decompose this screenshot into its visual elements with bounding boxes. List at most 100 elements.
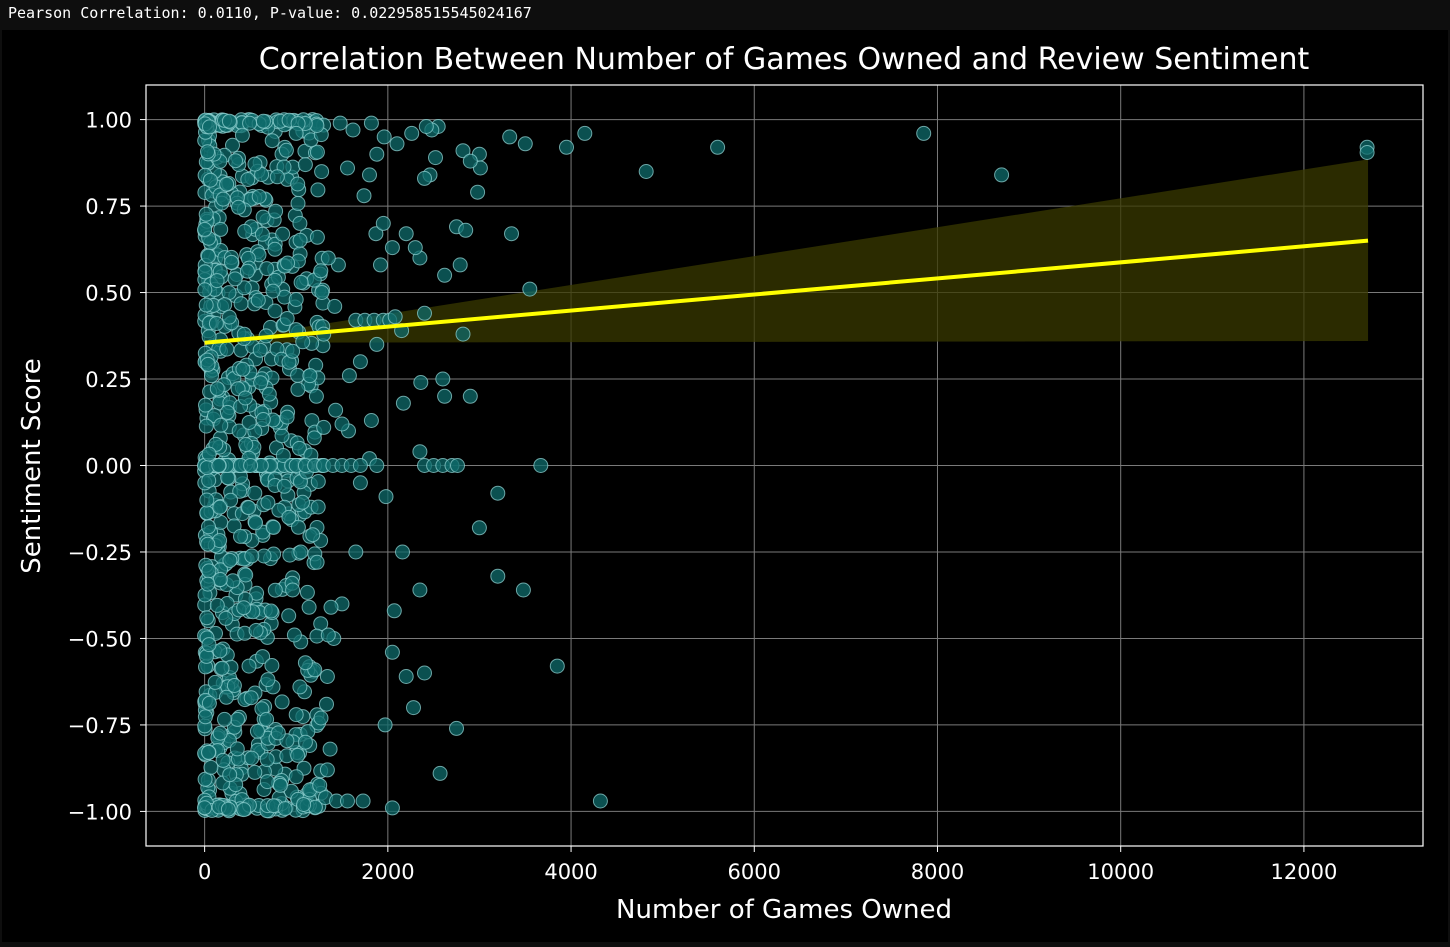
data-point <box>432 765 448 781</box>
data-point <box>327 298 343 314</box>
y-tick-label: 0.25 <box>85 368 132 392</box>
data-point <box>222 767 238 783</box>
points-layer <box>197 112 1375 819</box>
data-point <box>237 390 253 406</box>
data-point <box>281 608 297 624</box>
data-point <box>260 495 276 510</box>
chart-title: Correlation Between Number of Games Owne… <box>259 42 1310 77</box>
data-point <box>314 285 330 300</box>
data-point <box>241 500 257 516</box>
data-point <box>319 696 334 712</box>
data-point <box>363 115 379 131</box>
data-point <box>310 474 326 489</box>
data-point <box>458 222 474 238</box>
data-point <box>406 700 421 716</box>
data-point <box>292 215 308 231</box>
x-tick-label: 2000 <box>361 860 414 884</box>
data-point <box>208 316 224 331</box>
data-point <box>231 199 246 215</box>
data-point <box>1359 145 1375 160</box>
data-point <box>290 381 306 397</box>
data-point <box>223 492 239 508</box>
y-tick-label: −0.50 <box>68 627 132 651</box>
data-point <box>231 423 247 439</box>
data-point <box>386 603 402 619</box>
data-point <box>276 478 292 494</box>
x-tick-label: 10000 <box>1087 860 1154 884</box>
x-tick-label: 4000 <box>544 860 597 884</box>
data-point <box>290 519 306 535</box>
data-point <box>265 283 281 299</box>
data-point <box>549 658 565 674</box>
data-point <box>197 264 213 280</box>
data-point <box>356 188 372 204</box>
axes: 0 2000 4000 6000 8000 10000 12000 1.00 0.75 0.50 0… <box>68 84 1424 884</box>
data-point <box>267 303 283 319</box>
data-point <box>259 752 275 768</box>
data-point <box>377 717 393 733</box>
data-point <box>259 711 275 727</box>
data-point <box>384 240 400 256</box>
data-point <box>260 672 276 688</box>
data-point <box>259 261 275 277</box>
data-point <box>266 519 281 535</box>
data-point <box>215 191 231 207</box>
data-point <box>462 153 478 169</box>
data-point <box>259 774 275 790</box>
data-point <box>384 644 400 660</box>
data-point <box>254 226 270 242</box>
data-point <box>238 437 254 452</box>
data-point <box>224 254 239 270</box>
data-point <box>197 282 213 298</box>
data-point <box>320 250 336 266</box>
data-point <box>248 515 263 531</box>
data-point <box>263 603 279 619</box>
data-point <box>253 375 269 391</box>
x-axis-label: Number of Games Owned <box>616 895 952 925</box>
data-point <box>490 485 506 501</box>
data-point <box>455 143 471 159</box>
data-point <box>515 582 531 598</box>
data-point <box>309 144 325 160</box>
data-point <box>309 229 325 245</box>
data-point <box>225 137 240 153</box>
data-point <box>198 418 214 434</box>
data-point <box>275 226 291 242</box>
data-point <box>449 720 464 736</box>
data-point <box>274 428 290 444</box>
data-point <box>502 129 518 145</box>
data-point <box>340 160 355 176</box>
data-point <box>236 802 252 818</box>
data-point <box>292 232 308 248</box>
data-point <box>203 759 219 775</box>
data-point <box>368 226 384 242</box>
data-point <box>301 599 317 615</box>
figure-canvas: 0 2000 4000 6000 8000 10000 12000 1.00 0.75 0.50 0… <box>2 30 1448 942</box>
data-point <box>255 209 271 225</box>
data-point <box>280 255 296 271</box>
data-point <box>197 800 213 816</box>
data-point <box>285 343 301 359</box>
data-point <box>211 458 227 473</box>
data-point <box>352 458 368 473</box>
data-point <box>233 296 249 312</box>
data-point <box>384 800 400 816</box>
data-point <box>277 801 293 817</box>
data-point <box>517 136 533 152</box>
data-point <box>362 167 377 183</box>
data-point <box>200 356 216 372</box>
data-point <box>437 388 453 404</box>
data-point <box>288 125 304 141</box>
data-point <box>296 797 312 812</box>
y-tick-label: −0.25 <box>68 541 132 565</box>
data-point <box>236 600 252 616</box>
data-point <box>293 544 309 560</box>
data-point <box>332 115 348 131</box>
data-point <box>217 711 232 727</box>
data-point <box>387 309 403 325</box>
data-point <box>198 297 214 313</box>
data-point <box>352 354 368 370</box>
data-point <box>286 627 302 643</box>
data-point <box>215 752 231 768</box>
data-point <box>417 170 432 186</box>
